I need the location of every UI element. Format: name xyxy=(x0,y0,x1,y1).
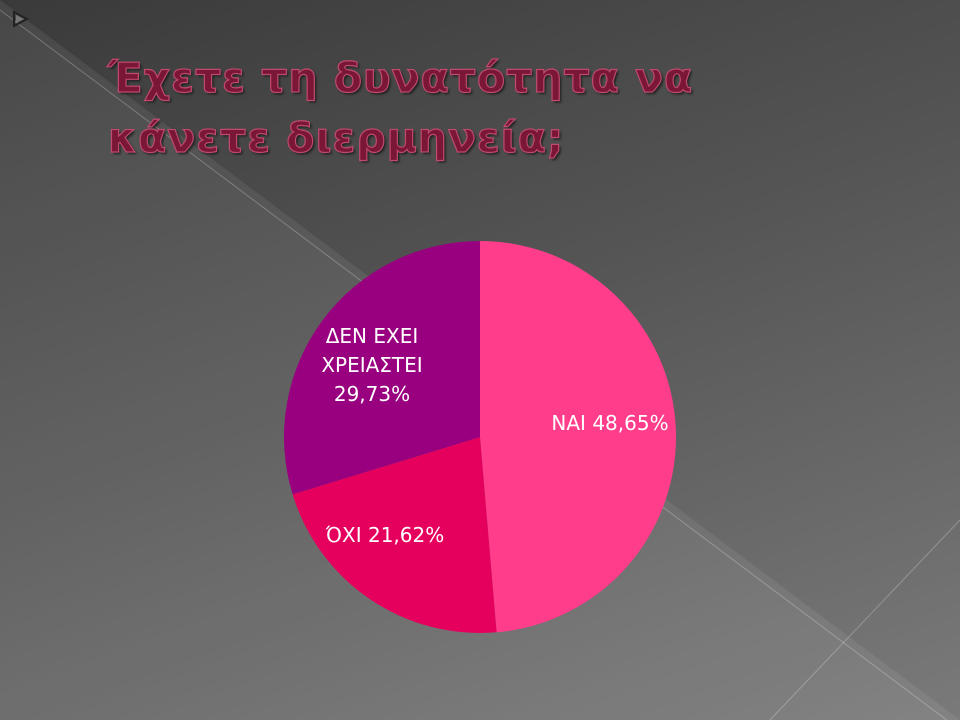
data-label: ΌΧΙ 21,62% xyxy=(300,521,470,550)
value-label: 21,62% xyxy=(367,523,445,547)
data-label: ΝΑΙ 48,65% xyxy=(520,409,700,438)
pie-slice xyxy=(292,437,497,633)
value-label: 48,65% xyxy=(592,411,669,435)
pie-slice xyxy=(283,241,480,495)
slide-title: Έχετε τη δυνατότητα να κάνετε διερμηνεία… xyxy=(107,53,694,162)
category-label: ΝΑΙ xyxy=(551,411,586,435)
category-label: ΌΧΙ xyxy=(325,523,362,547)
value-label: 29,73% xyxy=(333,382,411,406)
pie-slice xyxy=(480,241,676,633)
category-label: ΔΕΝ ΕΧΕΙ ΧΡΕΙΑΣΤΕΙ xyxy=(321,324,423,377)
pie xyxy=(283,241,676,633)
data-label: ΔΕΝ ΕΧΕΙ ΧΡΕΙΑΣΤΕΙ 29,73% xyxy=(310,322,434,409)
